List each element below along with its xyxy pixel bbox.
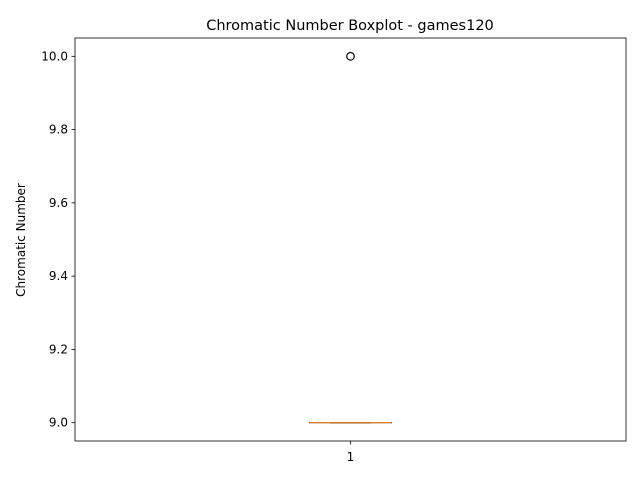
y-tick-label: 9.4: [49, 269, 68, 283]
y-tick-label: 9.6: [49, 196, 68, 210]
y-tick-label: 9.8: [49, 123, 68, 137]
y-axis-label: Chromatic Number: [14, 183, 28, 297]
plot-area: 9.0 9.2 9.4 9.6 9.8 10.0 1: [41, 37, 627, 464]
y-tick-label: 9.0: [49, 416, 68, 430]
axes-frame: [74, 37, 627, 442]
x-tick-label: 1: [347, 450, 355, 464]
chart-title: Chromatic Number Boxplot - games120: [206, 18, 494, 34]
y-tick-label: 9.2: [49, 342, 68, 356]
outlier-point: [346, 51, 355, 61]
y-tick-label: 10.0: [41, 49, 68, 63]
